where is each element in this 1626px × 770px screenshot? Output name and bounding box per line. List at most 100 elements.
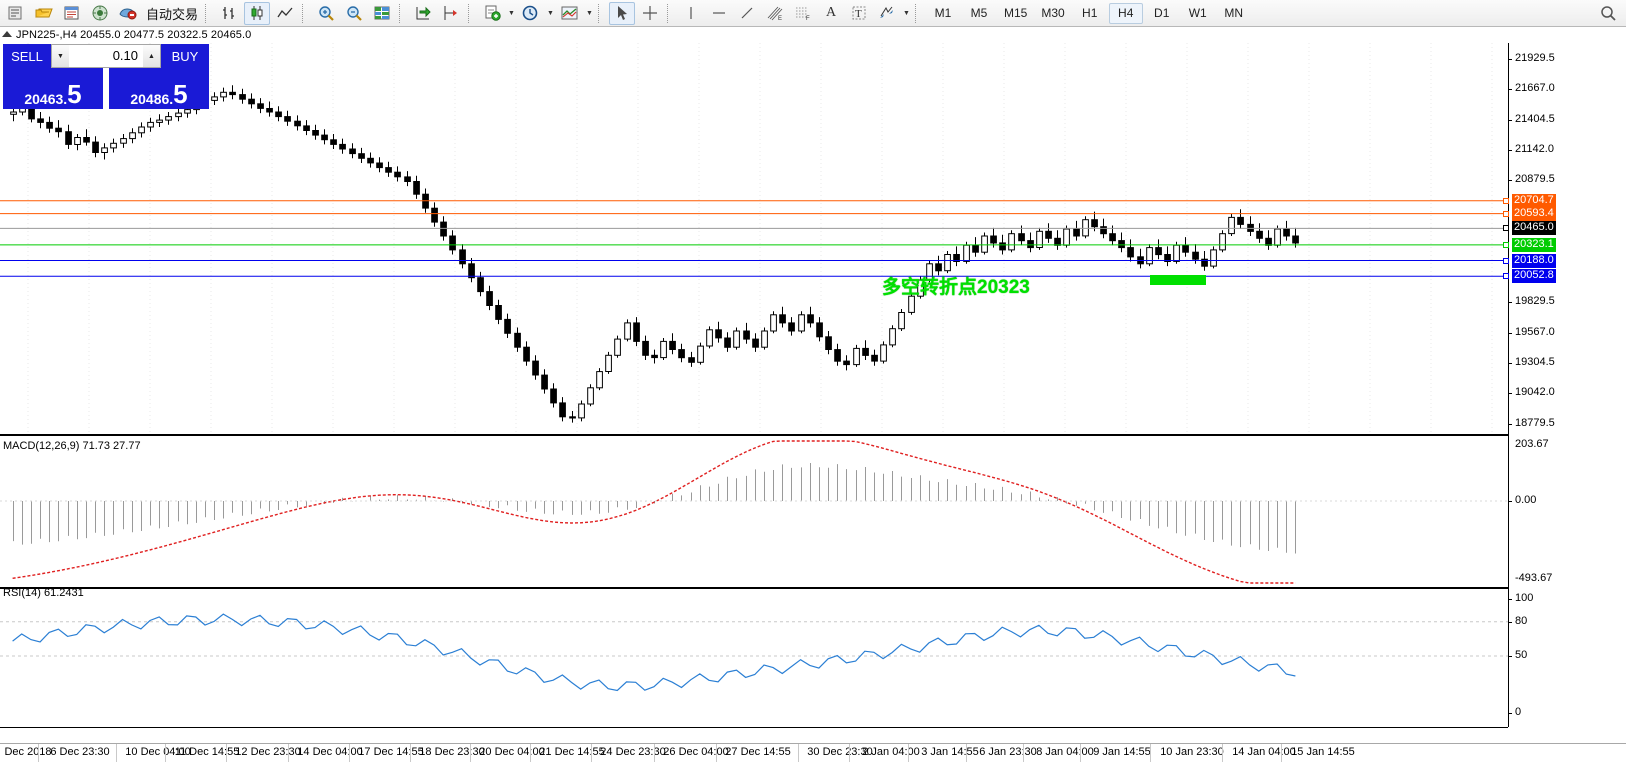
vertical-line-tool-icon[interactable] [678,2,704,25]
time-axis-label: 11 Dec 14:55 [174,746,240,758]
autoscroll-icon[interactable] [410,2,436,25]
price-line-handle[interactable] [1503,211,1509,217]
timeframe-m5[interactable]: M5 [970,6,988,20]
label-tool-icon[interactable]: T [846,2,872,25]
time-axis-label: 6 Jan 23:30 [979,746,1037,758]
price-axis-tick-label: 20879.5 [1515,173,1555,185]
time-axis-label: 17 Dec 14:55 [358,746,424,758]
candlestick-chart-icon[interactable] [244,1,271,25]
time-axis-tick [654,744,655,762]
timeframe-m1[interactable]: M1 [934,6,952,20]
chart-shift-icon[interactable] [438,2,464,25]
time-axis-tick [591,744,592,762]
periods-dropdown-caret[interactable]: ▼ [547,9,554,17]
macd-pane[interactable] [0,439,1508,587]
sell-price-button[interactable]: 20463 . 5 [3,68,103,109]
macd-axis-label: 203.67 [1515,438,1549,450]
equidistant-channel-tool-icon[interactable]: E [762,2,788,25]
volume-increase-icon[interactable]: ▲ [143,45,160,67]
horizontal-line-tool-icon[interactable] [706,2,732,25]
time-axis-tick [530,744,531,762]
time-axis-label: 27 Dec 14:55 [725,746,791,758]
svg-text:T: T [855,8,862,20]
time-axis-tick [908,744,909,762]
chart-collapse-icon[interactable] [2,31,12,37]
templates-dropdown-caret[interactable]: ▼ [586,9,593,17]
new-order-icon[interactable] [3,2,29,25]
periods-icon[interactable] [518,2,544,25]
rsi-axis-tick [1508,713,1512,714]
price-pane-bottom-border [0,434,1508,436]
time-axis-tick [349,744,350,762]
timeframe-h4[interactable]: H4 [1108,2,1143,24]
cursor-tool-icon[interactable] [609,1,636,25]
time-axis-tick [226,744,227,762]
price-line-handle[interactable] [1503,273,1509,279]
trade-panel-top-row: SELL ▼ 0.10 ▲ BUY [3,44,209,68]
price-tag-support-line[interactable]: 20188.0 [1512,254,1556,268]
indicators-icon[interactable] [479,2,505,25]
templates-icon[interactable] [557,2,583,25]
bar-chart-icon[interactable] [216,2,242,25]
price-tag-pivot-line[interactable]: 20323.1 [1512,238,1556,252]
price-axis-tick [1508,302,1512,303]
toolbar-separator-3 [399,3,406,23]
price-axis-tick-label: 21142.0 [1515,143,1554,155]
volume-decrease-icon[interactable]: ▼ [52,45,69,67]
time-axis-tick [1222,744,1223,762]
timeframe-m30[interactable]: M30 [1041,6,1065,20]
price-line-handle[interactable] [1503,225,1509,231]
search-icon[interactable] [1595,2,1621,25]
text-tool-icon[interactable]: A [825,5,837,20]
volume-input[interactable]: 0.10 [69,45,143,67]
rsi-axis-label: 80 [1515,615,1528,627]
price-line-handle[interactable] [1503,242,1509,248]
line-chart-icon[interactable] [272,2,298,25]
price-tag-resistance-line[interactable]: 20593.4 [1512,207,1556,221]
timeframe-h1[interactable]: H1 [1082,6,1098,20]
volume-stepper[interactable]: ▼ 0.10 ▲ [51,44,161,68]
price-axis-tick-label: 19567.0 [1515,326,1555,338]
one-click-trading-panel: SELL ▼ 0.10 ▲ BUY 20463 . 5 20486 . 5 [3,44,209,109]
crosshair-tool-icon[interactable] [637,2,663,25]
time-axis-tick [410,744,411,762]
price-axis-labels: 21929.5 21667.0 21404.5 21142.0 20879.5 19829… [1503,43,1626,727]
price-tag-resistance-line[interactable]: 20704.7 [1512,194,1556,208]
buy-price-button[interactable]: 20486 . 5 [109,68,209,109]
price-tag-support-line[interactable]: 20052.8 [1512,269,1556,283]
timeframe-w1[interactable]: W1 [1188,6,1207,20]
price-axis-tick [1508,150,1512,151]
buy-button[interactable]: BUY [161,44,209,68]
symbol-info-bar: JPN225-,H4 20455.0 20477.5 20322.5 20465… [0,27,1626,43]
sell-button[interactable]: SELL [3,44,51,68]
price-axis-divider [1508,43,1509,727]
arrows-tool-icon[interactable] [874,2,900,25]
trendline-tool-icon[interactable] [734,2,760,25]
autotrade-button[interactable]: 自动交易 [146,6,199,22]
timeframe-m15[interactable]: M15 [1004,6,1028,20]
indicators-dropdown-caret[interactable]: ▼ [508,9,515,17]
expert-advisor-icon[interactable] [115,2,141,25]
timeframe-mn[interactable]: MN [1224,6,1244,20]
price-line-handle[interactable] [1503,198,1509,204]
rsi-pane[interactable] [0,591,1508,727]
chart-area[interactable]: 多空转折点20323 MACD(12,26,9) 71.73 27.77 RSI… [0,43,1626,770]
timeframe-d1[interactable]: D1 [1154,6,1170,20]
fibonacci-tool-icon[interactable]: F [790,2,816,25]
price-tag-last-price-line[interactable]: 20465.0 [1512,221,1556,235]
time-axis-label: 14 Jan 04:00 [1232,746,1296,758]
grid-icon[interactable] [369,2,395,25]
price-axis-tick-label: 21929.5 [1515,52,1555,64]
time-axis-label: 3 Jan 14:55 [921,746,979,758]
navigator-icon[interactable] [87,2,113,25]
sell-price-fraction: 5 [67,79,82,109]
folder-icon[interactable] [31,2,57,25]
data-window-icon[interactable] [59,2,85,25]
toolbar-separator-6 [667,3,674,23]
price-line-handle[interactable] [1503,258,1509,264]
price-pane[interactable] [0,43,1508,433]
zoom-in-icon[interactable] [313,2,339,25]
rsi-axis-label: 0 [1515,706,1522,718]
zoom-out-icon[interactable] [341,2,367,25]
arrows-dropdown-caret[interactable]: ▼ [903,9,910,17]
